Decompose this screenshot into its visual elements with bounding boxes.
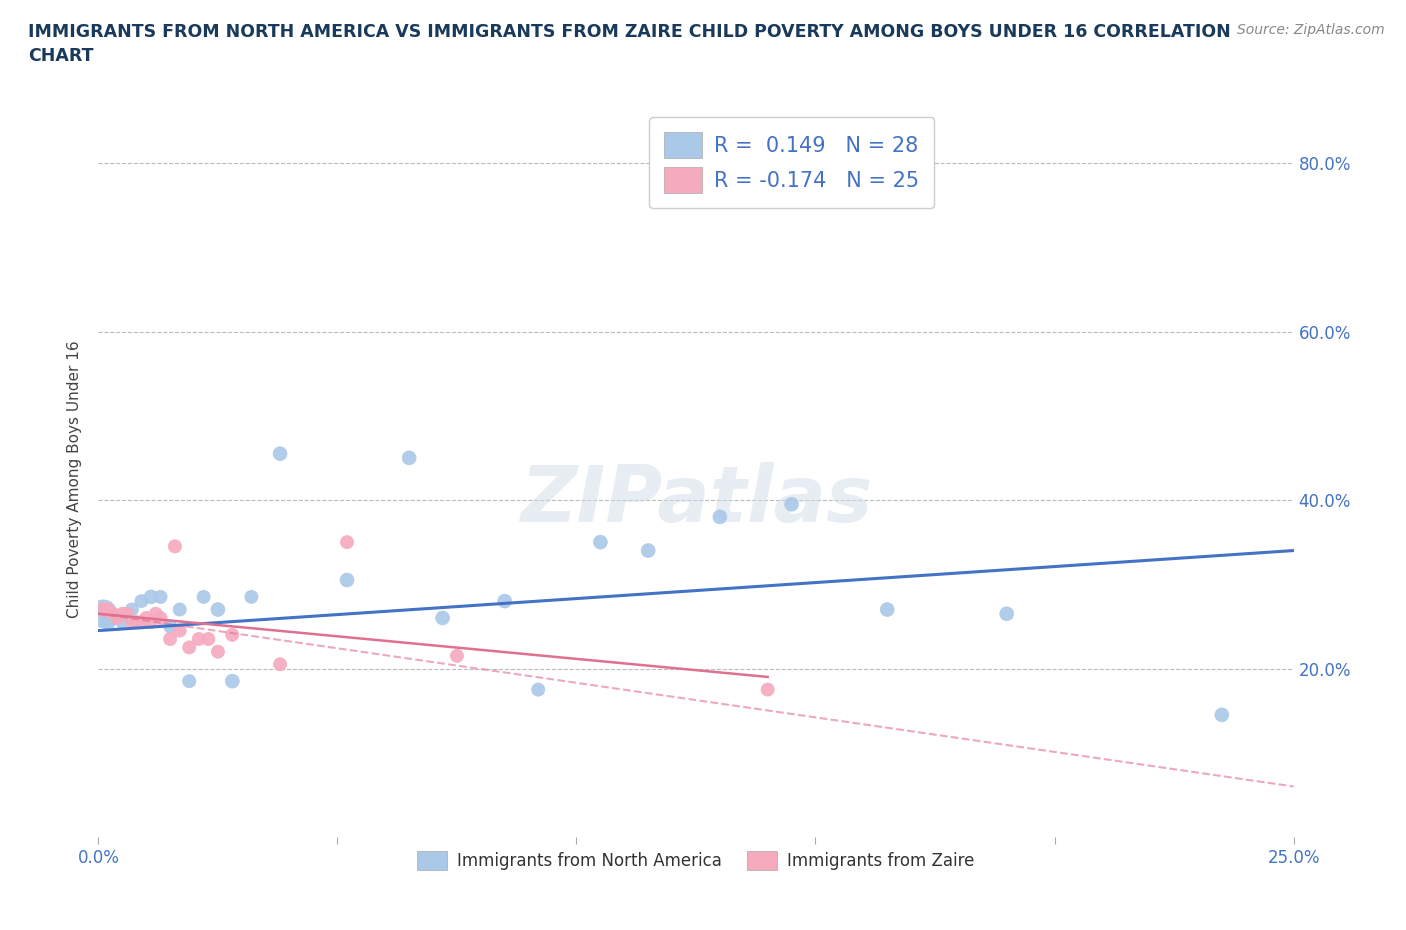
Point: [169, 623, 191, 638]
Point: [91, 602, 114, 617]
Point: [107, 610, 129, 625]
Point: [446, 648, 468, 663]
Point: [139, 590, 162, 604]
Y-axis label: Child Poverty Among Boys Under 16: Child Poverty Among Boys Under 16: [67, 340, 83, 618]
Text: ZIPatlas: ZIPatlas: [520, 462, 872, 538]
Text: IMMIGRANTS FROM NORTH AMERICA VS IMMIGRANTS FROM ZAIRE CHILD POVERTY AMONG BOYS : IMMIGRANTS FROM NORTH AMERICA VS IMMIGRA…: [28, 23, 1230, 65]
Point: [995, 606, 1018, 621]
Point: [169, 602, 191, 617]
Point: [1211, 708, 1233, 723]
Point: [97, 615, 120, 630]
Point: [97, 602, 120, 617]
Point: [876, 602, 898, 617]
Point: [207, 644, 229, 659]
Point: [145, 606, 167, 621]
Point: [121, 615, 143, 630]
Point: [179, 640, 201, 655]
Point: [111, 606, 134, 621]
Point: [221, 673, 243, 688]
Point: [269, 657, 291, 671]
Point: [756, 682, 779, 697]
Point: [121, 602, 143, 617]
Point: [197, 631, 219, 646]
Point: [163, 538, 186, 553]
Point: [131, 615, 153, 630]
Point: [336, 573, 359, 588]
Point: [135, 610, 157, 625]
Point: [240, 590, 263, 604]
Point: [159, 619, 181, 634]
Point: [589, 535, 612, 550]
Point: [131, 593, 153, 608]
Point: [139, 615, 162, 630]
Point: [398, 450, 420, 465]
Point: [101, 610, 124, 625]
Point: [527, 682, 550, 697]
Point: [221, 628, 243, 643]
Legend: Immigrants from North America, Immigrants from Zaire: Immigrants from North America, Immigrant…: [409, 843, 983, 879]
Point: [111, 615, 134, 630]
Point: [159, 631, 181, 646]
Point: [91, 606, 114, 621]
Point: [179, 673, 201, 688]
Point: [193, 590, 215, 604]
Point: [780, 497, 803, 512]
Point: [187, 631, 209, 646]
Point: [125, 615, 148, 630]
Point: [101, 606, 124, 621]
Point: [207, 602, 229, 617]
Point: [494, 593, 516, 608]
Point: [336, 535, 359, 550]
Point: [269, 446, 291, 461]
Point: [432, 610, 454, 625]
Text: Source: ZipAtlas.com: Source: ZipAtlas.com: [1237, 23, 1385, 37]
Point: [149, 590, 172, 604]
Point: [709, 510, 731, 525]
Point: [149, 610, 172, 625]
Point: [115, 606, 138, 621]
Point: [637, 543, 659, 558]
